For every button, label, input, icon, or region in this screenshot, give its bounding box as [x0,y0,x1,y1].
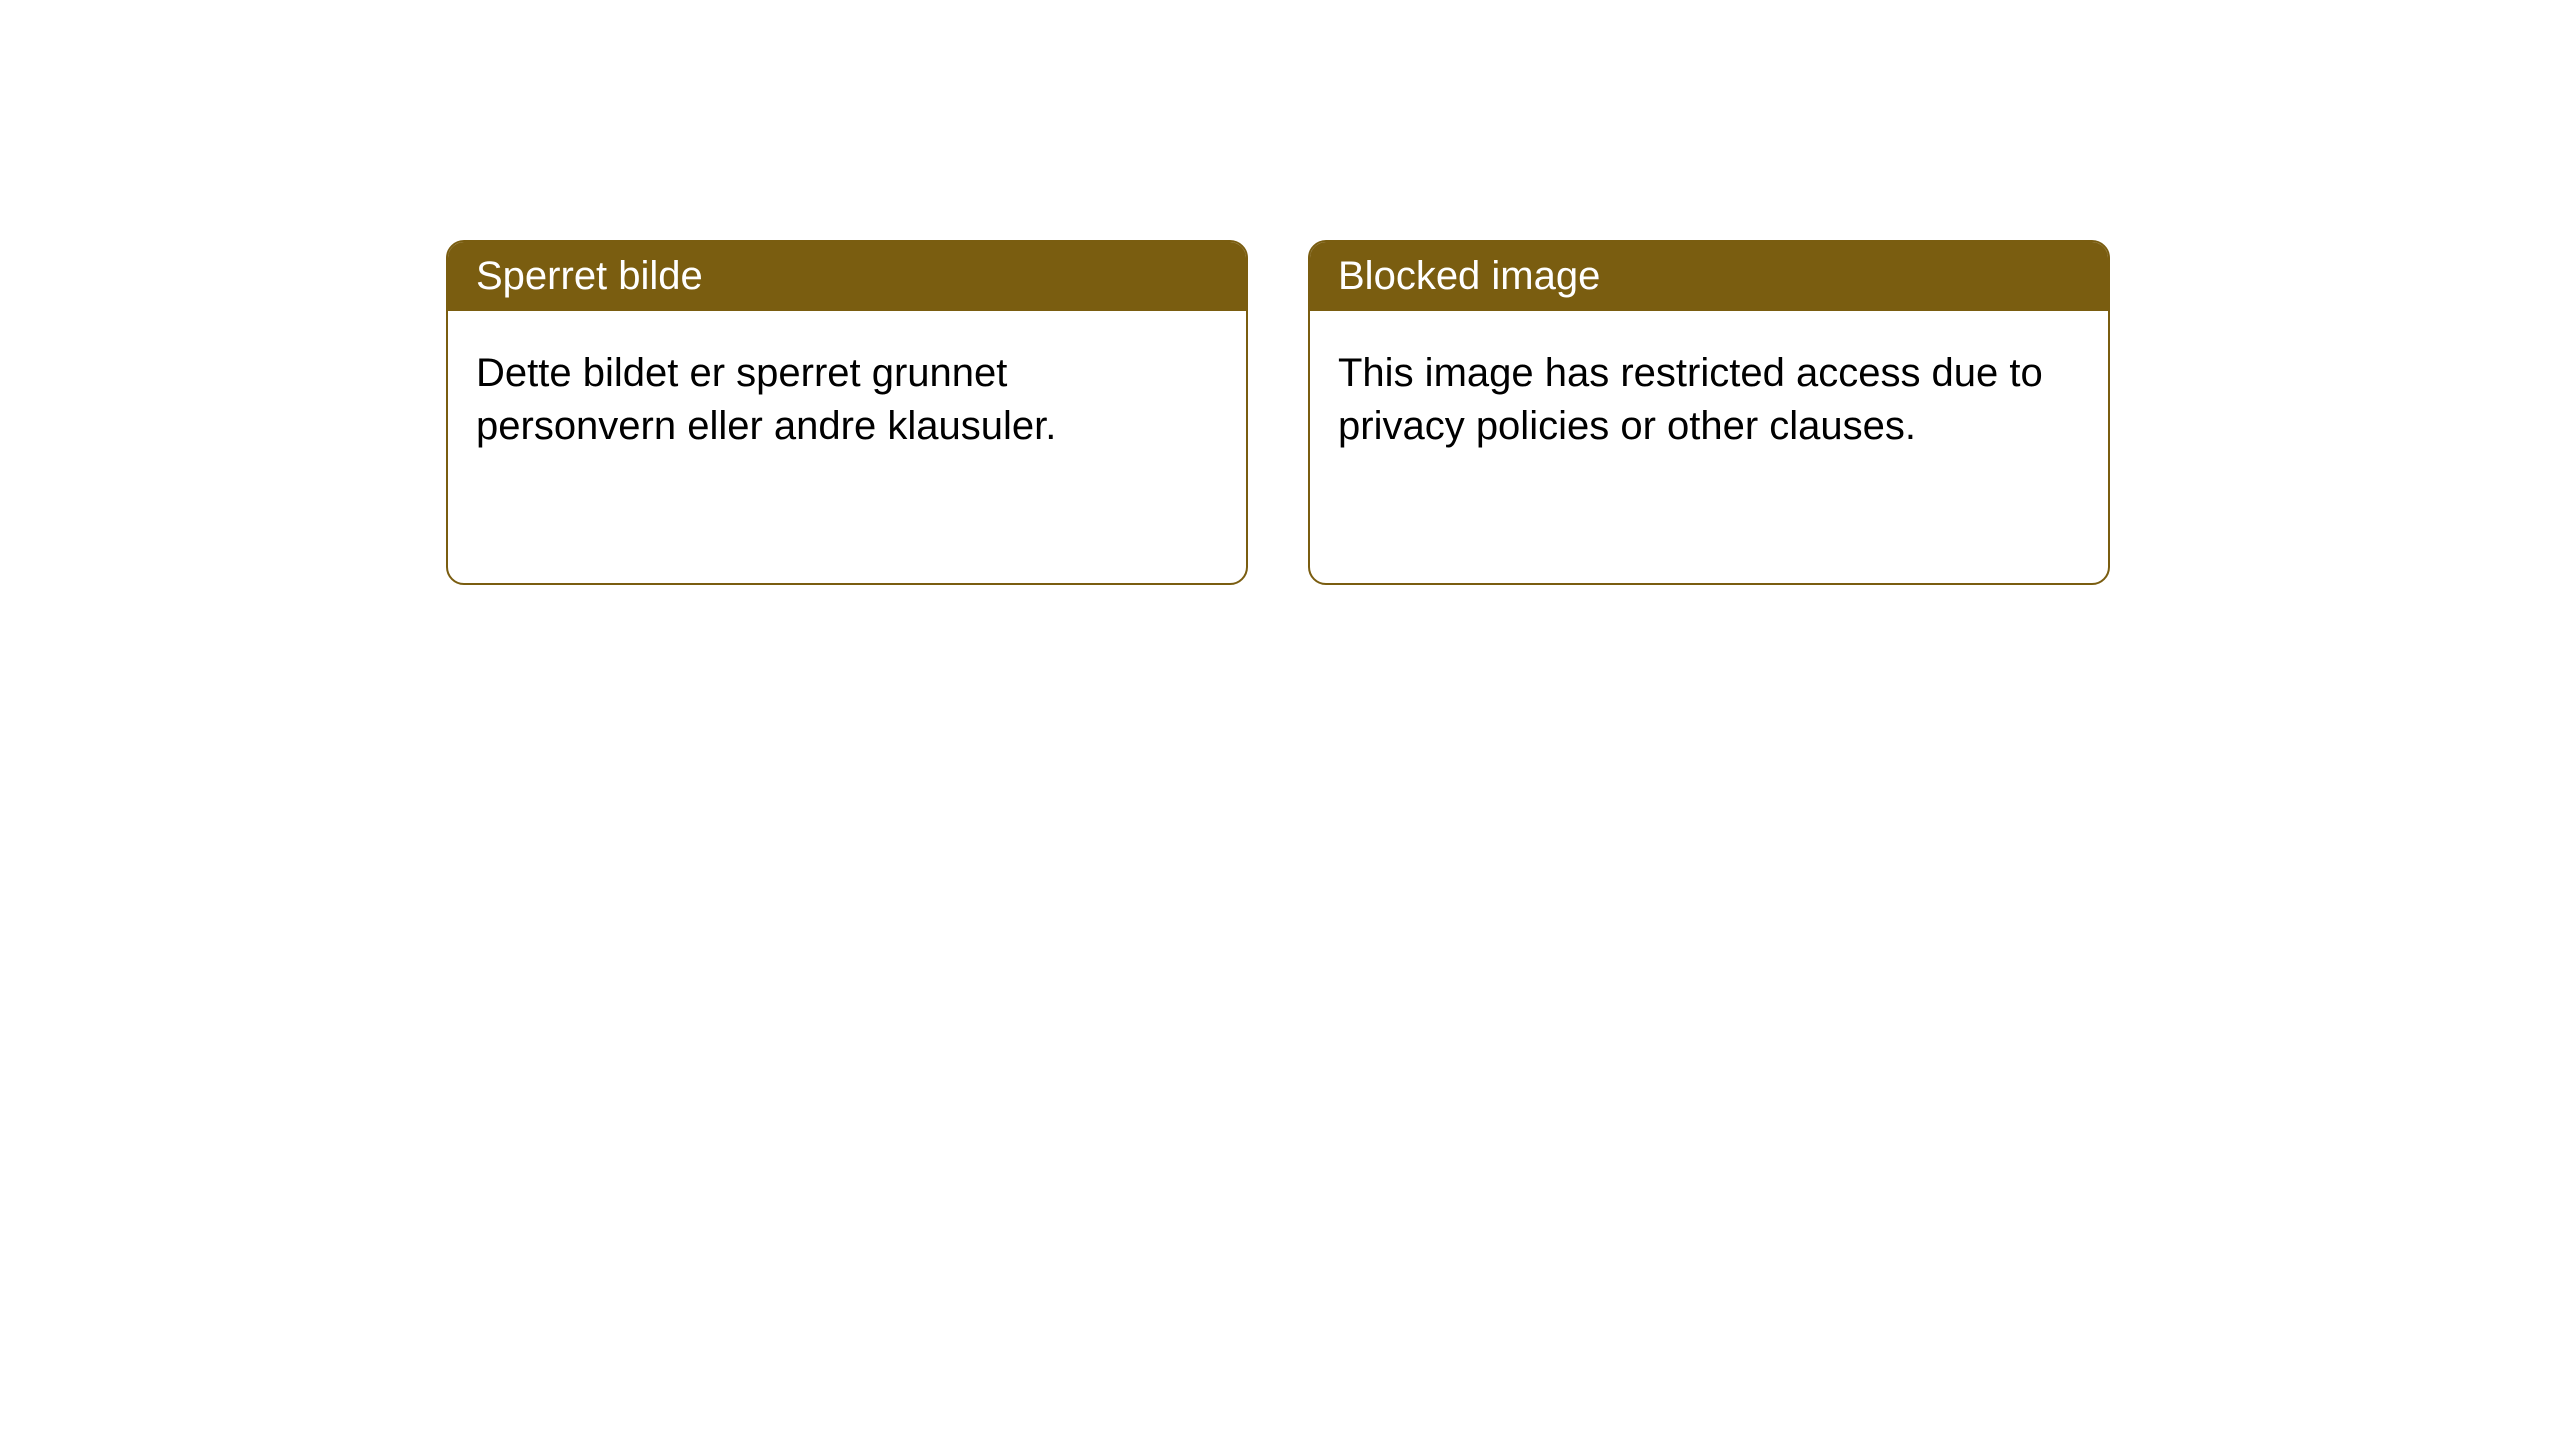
notice-cards-row: Sperret bilde Dette bildet er sperret gr… [446,240,2110,585]
notice-card-norwegian: Sperret bilde Dette bildet er sperret gr… [446,240,1248,585]
card-body-text: This image has restricted access due to … [1338,351,2043,448]
card-title: Sperret bilde [476,254,703,298]
card-body: Dette bildet er sperret grunnet personve… [448,311,1246,583]
notice-card-english: Blocked image This image has restricted … [1308,240,2110,585]
card-header: Sperret bilde [448,242,1246,311]
card-title: Blocked image [1338,254,1600,298]
card-body: This image has restricted access due to … [1310,311,2108,583]
card-body-text: Dette bildet er sperret grunnet personve… [476,351,1056,448]
card-header: Blocked image [1310,242,2108,311]
